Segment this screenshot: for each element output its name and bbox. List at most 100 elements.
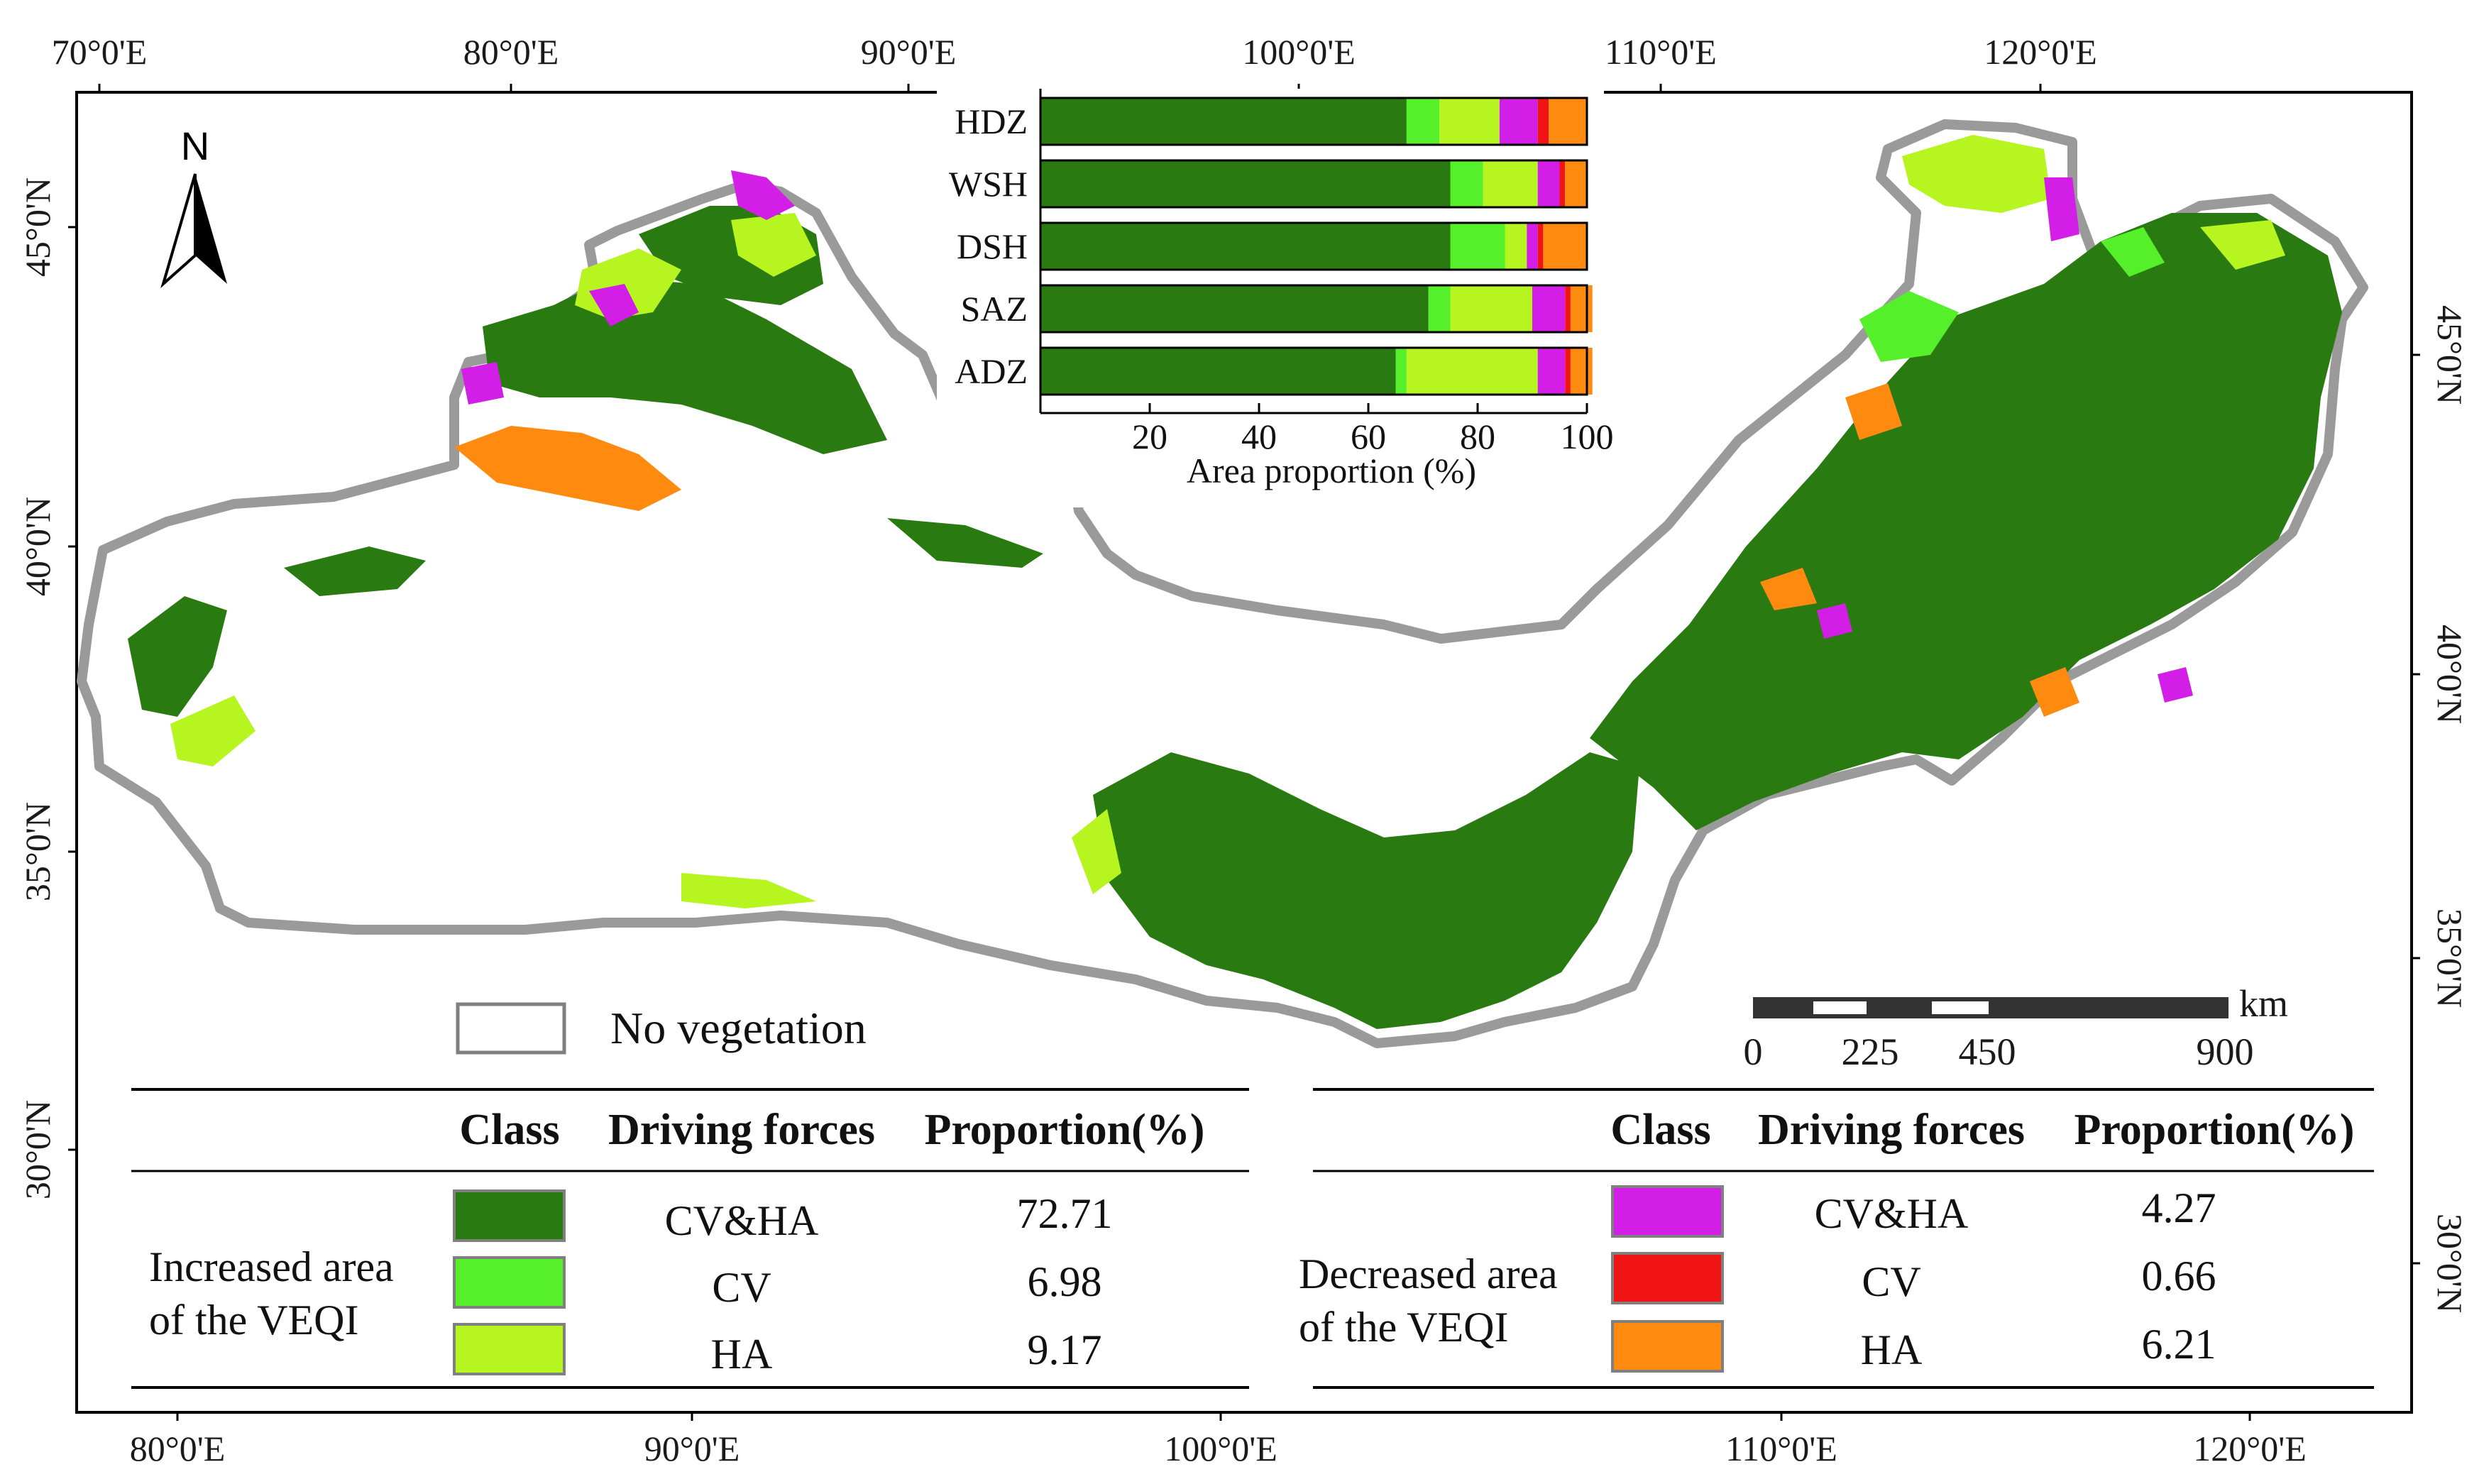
top-lon-label: 120°0'E <box>1984 32 2097 72</box>
veg-patch-decrease-cvha <box>461 362 504 405</box>
bar-segment-saz-cv-inc <box>1428 285 1451 332</box>
bar-row-frame <box>1039 221 1588 271</box>
veg-patch-decrease-cvha <box>731 170 795 220</box>
top-lon-label: 100°0'E <box>1242 32 1356 72</box>
left-lat-label: 45°0'N <box>18 177 57 277</box>
scale-bar-tick-label: 900 <box>2197 1030 2254 1073</box>
bar-segment-wsh-cv-ha-inc <box>1040 160 1451 207</box>
legend-proportion-value: 6.98 <box>1028 1258 1102 1305</box>
no-vegetation-label: No vegetation <box>610 1003 867 1053</box>
bottom-lon-label: 80°0'E <box>130 1429 226 1468</box>
legend-header-class: Class <box>459 1106 559 1154</box>
top-lon-label: 70°0'E <box>52 32 148 72</box>
bottom-lon-label: 120°0'E <box>2193 1429 2307 1468</box>
bar-chart-bars <box>1039 97 1593 396</box>
bar-segment-dsh-cv-inc <box>1450 223 1505 270</box>
scale-bar-gap <box>1813 1001 1867 1014</box>
bar-segment-dsh-cv-ha-inc <box>1040 223 1451 270</box>
bottom-longitude-axis: 80°0'E 90°0'E 100°0'E 110°0'E 120°0'E <box>130 1412 2307 1468</box>
right-lat-label: 40°0'N <box>2430 625 2470 724</box>
scale-bar-unit: km <box>2239 982 2288 1025</box>
veg-patch-increase-cvha <box>1590 213 2342 830</box>
veg-patch-increase-ha <box>1902 135 2051 213</box>
scale-bar: km 0 225 450 900 <box>1744 982 2289 1073</box>
bar-segment-wsh-ha-inc <box>1483 160 1538 207</box>
veg-patch-decrease-ha <box>1760 568 1817 610</box>
bar-segment-wsh-cv-inc <box>1450 160 1483 207</box>
bar-chart-tick-label: 80 <box>1460 417 1495 456</box>
veg-patch-increase-cv <box>2101 227 2165 277</box>
bar-segment-hdz-ha-inc <box>1439 98 1500 145</box>
scale-bar-tick-label: 0 <box>1744 1030 1763 1073</box>
right-lat-label: 35°0'N <box>2430 908 2470 1008</box>
bar-row-frame <box>1039 97 1588 146</box>
legend-swatch-cv-increase <box>453 1256 566 1309</box>
bar-segment-dsh-cv-dec <box>1537 223 1544 270</box>
veg-patch-decrease-ha <box>2030 667 2079 717</box>
legend-force-label: CV&HA <box>665 1197 819 1244</box>
legend-proportion-value: 0.66 <box>2142 1253 2216 1299</box>
veg-patch-decrease-cvha <box>2158 667 2193 703</box>
bar-segment-saz-cv-ha-inc <box>1040 285 1429 332</box>
legend-force-label: HA <box>1861 1326 1923 1373</box>
veg-patch-increase-cvha <box>1093 752 1639 1029</box>
bar-row-frame <box>1039 284 1588 334</box>
bar-category-label: WSH <box>949 164 1028 204</box>
bar-category-label: HDZ <box>955 101 1028 141</box>
bar-segment-hdz-cv-dec <box>1537 98 1549 145</box>
bar-row-frame <box>1039 346 1588 396</box>
veg-patch-decrease-cvha <box>2044 177 2079 241</box>
bar-category-label: ADZ <box>955 351 1028 391</box>
no-vegetation-swatch <box>456 1002 566 1055</box>
legend-proportion-value: 72.71 <box>1017 1190 1113 1237</box>
bar-segment-adz-ha-dec <box>1570 348 1593 395</box>
left-latitude-axis: 45°0'N 40°0'N 35°0'N 30°0'N <box>18 177 77 1199</box>
veg-patch-decrease-ha <box>454 426 681 511</box>
legend-swatch-ha-increase <box>453 1323 566 1375</box>
bar-segment-hdz-ha-dec <box>1549 98 1587 145</box>
right-lat-label: 30°0'N <box>2430 1214 2470 1313</box>
vegetation-change-layer <box>128 135 2342 1029</box>
bar-segment-hdz-cv-ha-dec <box>1499 98 1538 145</box>
scale-bar-tick-label: 225 <box>1842 1030 1899 1073</box>
legend-swatch-cvha-increase <box>453 1189 566 1242</box>
legend-proportion-value: 9.17 <box>1028 1326 1102 1373</box>
legend-header-class: Class <box>1610 1106 1710 1154</box>
veg-patch-increase-cvha <box>284 546 426 596</box>
bar-segment-hdz-cv-ha-inc <box>1040 98 1407 145</box>
bar-chart-tick-label: 60 <box>1351 417 1386 456</box>
bottom-lon-label: 90°0'E <box>644 1429 740 1468</box>
legend-swatch-ha-decrease <box>1611 1320 1724 1373</box>
bar-segment-saz-ha-dec <box>1570 285 1593 332</box>
veg-patch-increase-cv <box>1859 291 1959 362</box>
left-lat-label: 30°0'N <box>18 1100 57 1199</box>
bar-segment-dsh-ha-dec <box>1543 223 1587 270</box>
bar-chart-x-ticks: 20 40 60 80 100 <box>1132 403 1614 456</box>
bar-segment-hdz-cv-inc <box>1406 98 1440 145</box>
bar-chart-categories: HDZ WSH DSH SAZ ADZ <box>949 101 1028 391</box>
legend-header-driving: Driving forces <box>1758 1106 2025 1154</box>
right-latitude-axis: 45°0'N 40°0'N 35°0'N 30°0'N <box>2412 305 2470 1313</box>
bar-segment-adz-cv-inc <box>1395 348 1407 395</box>
veg-patch-increase-ha <box>2200 220 2285 270</box>
veg-patch-increase-ha <box>1072 809 1121 894</box>
bar-segment-adz-cv-ha-dec <box>1537 348 1566 395</box>
legend-force-label: CV <box>1862 1258 1920 1305</box>
top-longitude-axis: 70°0'E 80°0'E 90°0'E 100°0'E 110°0'E 120… <box>52 32 2097 92</box>
veg-patch-increase-ha <box>681 873 816 908</box>
top-lon-label: 110°0'E <box>1605 32 1717 72</box>
legend-header-proportion: Proportion(%) <box>2074 1106 2355 1154</box>
legend-force-label: HA <box>711 1331 773 1378</box>
area-proportion-bar-chart: HDZ WSH DSH SAZ ADZ 20 40 60 80 100 Area proport… <box>937 89 1614 507</box>
left-lat-label: 40°0'N <box>18 497 57 596</box>
bar-category-label: DSH <box>957 226 1028 266</box>
bottom-lon-label: 110°0'E <box>1725 1429 1837 1468</box>
legend-decreased-label: Decreased area <box>1299 1251 1558 1297</box>
bar-chart-x-label: Area proportion (%) <box>1187 451 1476 490</box>
veg-patch-increase-ha <box>731 213 816 277</box>
bar-segment-saz-cv-ha-dec <box>1532 285 1566 332</box>
bar-category-label: SAZ <box>961 289 1028 329</box>
bar-chart-tick-label: 100 <box>1561 417 1614 456</box>
north-arrow-label: N <box>181 123 209 168</box>
